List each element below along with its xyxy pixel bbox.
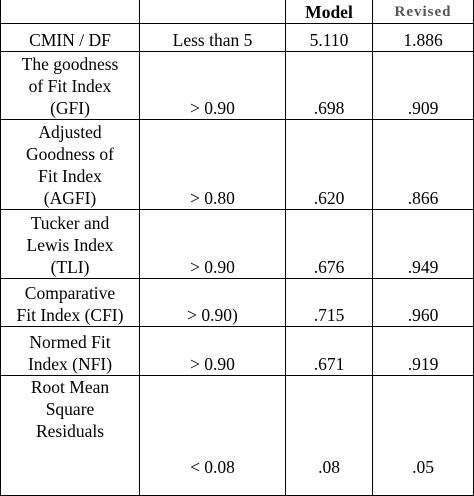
metric-cell: Normed Fit Index (NFI) bbox=[0, 326, 140, 376]
model-value-cell: .698 bbox=[285, 51, 373, 120]
criterion-cell: > 0.90) bbox=[139, 278, 286, 327]
metric-line: of Fit Index bbox=[28, 76, 112, 96]
metric-line: Index (NFI) bbox=[27, 354, 113, 374]
revised-value-cell: .949 bbox=[372, 209, 474, 279]
table-row: Root Mean Square Residuals < 0.08.08.05 bbox=[0, 375, 474, 496]
criterion-cell: Less than 5 bbox=[139, 23, 286, 52]
criterion-cell: > 0.90 bbox=[139, 51, 286, 120]
table-row: The goodness of Fit Index (GFI) > 0.90.698.… bbox=[0, 51, 474, 120]
model-value-cell: .08 bbox=[285, 375, 373, 496]
header-cell-metric bbox=[0, 0, 140, 24]
header-cell-revised: Revised bbox=[372, 0, 474, 24]
metric-cell: Comparative Fit Index (CFI) bbox=[0, 278, 140, 327]
metric-cell: Root Mean Square Residuals bbox=[0, 375, 140, 496]
model-value-cell: 5.110 bbox=[285, 23, 373, 52]
table-row: Tucker and Lewis Index (TLI) > 0.90.676.949 bbox=[0, 209, 474, 279]
metric-line: (GFI) bbox=[50, 98, 90, 118]
revised-value-cell: .909 bbox=[372, 51, 474, 120]
metric-line: Residuals bbox=[35, 421, 105, 441]
table-row: Adjusted Goodness of Fit Index (AGFI) > 0.80… bbox=[0, 119, 474, 210]
header-row: Model Revised bbox=[0, 0, 474, 24]
revised-value-cell: .919 bbox=[372, 326, 474, 376]
metric-line: Lewis Index bbox=[26, 235, 114, 255]
metric-cell: Adjusted Goodness of Fit Index (AGFI) bbox=[0, 119, 140, 210]
revised-value-cell: 1.886 bbox=[372, 23, 474, 52]
criterion-cell: > 0.80 bbox=[139, 119, 286, 210]
metric-cell: CMIN / DF bbox=[0, 23, 140, 52]
revised-value-cell: .960 bbox=[372, 278, 474, 327]
metric-line: Comparative bbox=[24, 283, 116, 303]
revised-value-cell: .866 bbox=[372, 119, 474, 210]
table-row: CMIN / DF Less than 5 5.110 1.886 bbox=[0, 23, 474, 52]
metric-line: Tucker and bbox=[30, 213, 110, 233]
metric-cell: The goodness of Fit Index (GFI) bbox=[0, 51, 140, 120]
model-value-cell: .715 bbox=[285, 278, 373, 327]
header-cell-model: Model bbox=[285, 0, 373, 24]
criterion-cell: < 0.08 bbox=[139, 375, 286, 496]
revised-value-cell: .05 bbox=[372, 375, 474, 496]
table-row: Normed Fit Index (NFI) > 0.90.671.919 bbox=[0, 326, 474, 376]
metric-cell: Tucker and Lewis Index (TLI) bbox=[0, 209, 140, 279]
metric-line: (TLI) bbox=[50, 257, 90, 277]
metric-line: Fit Index (CFI) bbox=[16, 305, 124, 325]
model-value-cell: .671 bbox=[285, 326, 373, 376]
metric-line: Root Mean bbox=[30, 377, 110, 397]
model-value-cell: .620 bbox=[285, 119, 373, 210]
metric-line: CMIN / DF bbox=[29, 30, 111, 50]
table-row: Comparative Fit Index (CFI) > 0.90) .715.96… bbox=[0, 278, 474, 327]
criterion-cell: > 0.90 bbox=[139, 209, 286, 279]
criterion-cell: > 0.90 bbox=[139, 326, 286, 376]
metric-line: Normed Fit bbox=[29, 332, 111, 352]
metric-line: Adjusted bbox=[38, 122, 102, 142]
metric-line: Fit Index bbox=[38, 166, 102, 186]
metric-line: The goodness bbox=[21, 54, 119, 74]
model-value-cell: .676 bbox=[285, 209, 373, 279]
header-cell-criterion bbox=[139, 0, 286, 24]
metric-line: (AGFI) bbox=[43, 188, 97, 208]
metric-line: Goodness of bbox=[26, 144, 114, 164]
metric-line: Square bbox=[45, 399, 95, 419]
